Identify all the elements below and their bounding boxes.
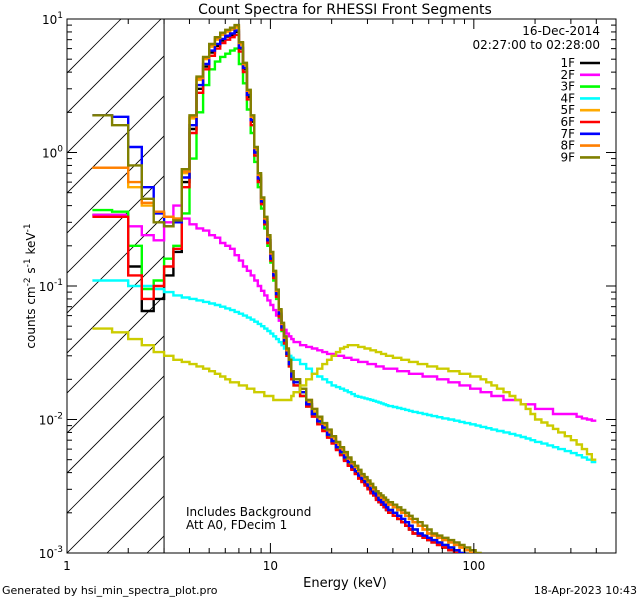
y-axis-label-exp3: -1 <box>23 223 33 232</box>
legend-label-7F: 7F <box>560 127 575 141</box>
series-group <box>92 23 597 553</box>
legend-label-4F: 4F <box>560 91 575 105</box>
x-axis-label: Energy (keV) <box>303 576 387 591</box>
y-tick-label-base: 10 <box>39 414 54 428</box>
legend-label-5F: 5F <box>560 103 575 117</box>
hatch-line <box>67 375 165 474</box>
hatch-line <box>67 19 162 114</box>
y-tick-label-base: 10 <box>42 13 57 27</box>
y-axis-label-exp1: -2 <box>23 277 33 286</box>
y-axis-label-mid: s <box>24 267 38 277</box>
series-line-7F <box>92 29 466 553</box>
annotation-background: Includes Background <box>186 505 311 519</box>
legend-date: 16-Dec-2014 <box>522 24 600 38</box>
y-tick-label-base: 10 <box>42 147 57 161</box>
legend-label-9F: 9F <box>560 150 575 164</box>
annotation-attenuator: Att A0, FDecim 1 <box>186 518 287 532</box>
y-axis-label-main: counts cm <box>24 286 38 348</box>
hatch-line <box>67 415 165 514</box>
y-tick-label-exponent: 1 <box>57 11 63 21</box>
legend-label-1F: 1F <box>560 56 575 70</box>
series-line-6F <box>92 33 461 553</box>
y-tick-label-exponent: -3 <box>54 545 63 555</box>
hatch-line <box>67 215 165 314</box>
y-tick-label: 101 <box>42 11 63 27</box>
series-line-8F <box>92 24 477 553</box>
legend-time-range: 02:27:00 to 02:28:00 <box>473 38 600 52</box>
y-tick-label-base: 10 <box>39 280 54 294</box>
series-line-3F <box>92 47 466 553</box>
legend-label-6F: 6F <box>560 115 575 129</box>
y-tick-label-base: 10 <box>39 547 54 561</box>
x-tick-label: 1 <box>63 559 71 573</box>
y-axis-label: counts cm-2 s-1 keV-1 <box>23 223 38 348</box>
footer-generated-by: Generated by hsi_min_spectra_plot.pro <box>2 584 218 597</box>
y-tick-label: 100 <box>42 145 63 161</box>
chart-title: Count Spectra for RHESSI Front Segments <box>198 2 492 18</box>
y-tick-label-exponent: 0 <box>57 145 63 155</box>
series-line-4F <box>92 279 597 464</box>
series-line-9F <box>92 23 482 553</box>
series-line-5F <box>92 26 477 553</box>
legend-label-3F: 3F <box>560 80 575 94</box>
hatch-line <box>67 55 165 154</box>
hatch-line <box>227 19 640 553</box>
y-tick-label: 10-3 <box>39 545 63 561</box>
y-tick-label-exponent: -2 <box>54 412 63 422</box>
y-tick-label: 10-1 <box>39 278 63 294</box>
series-line-1F <box>92 30 461 553</box>
legend: 16-Dec-2014 02:27:00 to 02:28:00 1F2F3F4… <box>473 24 600 164</box>
series-line-2F <box>92 204 597 422</box>
footer-timestamp: 18-Apr-2023 10:43 <box>534 584 637 597</box>
y-tick-label: 10-2 <box>39 412 63 428</box>
hatch-line <box>387 19 640 553</box>
y-axis-label-end: keV <box>24 232 38 259</box>
hatch-line <box>67 95 165 194</box>
x-tick-label: 100 <box>462 559 485 573</box>
legend-label-8F: 8F <box>560 139 575 153</box>
legend-label-2F: 2F <box>560 68 575 82</box>
hatch-line <box>67 455 165 553</box>
y-axis-label-exp2: -1 <box>23 258 33 267</box>
y-tick-label-exponent: -1 <box>54 278 63 288</box>
x-tick-label: 10 <box>263 559 278 573</box>
attenuator-hatch-region <box>67 19 640 553</box>
series-line-background <box>92 327 597 461</box>
hatch-line <box>67 295 165 394</box>
